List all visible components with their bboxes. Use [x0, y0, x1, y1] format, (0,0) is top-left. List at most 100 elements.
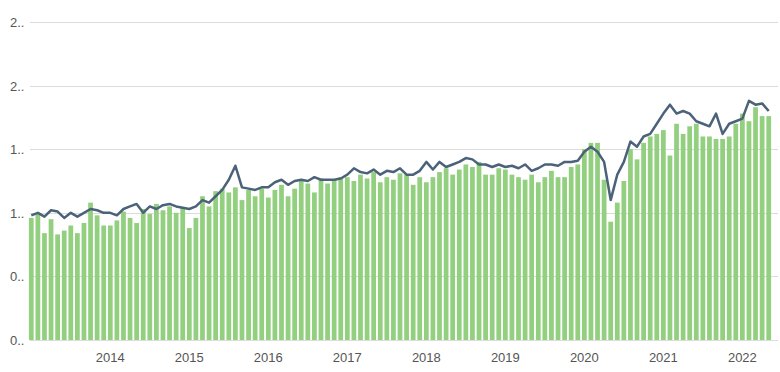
bar	[740, 114, 745, 340]
x-tick-label: 2020	[570, 350, 599, 365]
bar	[674, 124, 679, 340]
bar	[332, 180, 337, 340]
bar	[714, 139, 719, 340]
bar	[648, 136, 653, 340]
bar	[753, 107, 758, 340]
bar	[516, 177, 521, 340]
bar	[398, 173, 403, 340]
bar	[404, 175, 409, 340]
bar	[424, 182, 429, 340]
y-tick-label: 0..	[10, 269, 24, 284]
bar	[417, 177, 422, 340]
y-tick-label: 2..	[10, 15, 24, 30]
bar	[490, 175, 495, 340]
bar	[681, 134, 686, 340]
bar	[207, 206, 212, 340]
bar	[95, 215, 100, 340]
bar	[352, 181, 357, 340]
bar	[42, 233, 47, 340]
bar	[266, 198, 271, 340]
bar	[154, 204, 159, 340]
bar	[536, 182, 541, 340]
bar	[608, 222, 613, 340]
bar	[496, 168, 501, 340]
grid-line	[30, 22, 778, 23]
y-tick-label: 2..	[10, 79, 24, 94]
bar	[147, 214, 152, 340]
bar	[305, 184, 310, 340]
bar	[707, 136, 712, 340]
bar	[720, 139, 725, 340]
grid-line	[30, 340, 778, 341]
grid-line	[30, 149, 778, 150]
x-tick-label: 2018	[412, 350, 441, 365]
bar	[36, 214, 41, 340]
bar	[75, 233, 80, 340]
bar	[503, 170, 508, 340]
bar	[233, 187, 238, 340]
bar	[220, 189, 225, 340]
bar	[733, 124, 738, 340]
y-tick-label: 1..	[10, 142, 24, 157]
bar	[411, 185, 416, 340]
bar	[477, 162, 482, 340]
bar	[286, 196, 291, 340]
bar	[358, 175, 363, 340]
bar	[62, 231, 67, 340]
bar	[299, 181, 304, 340]
bar	[259, 189, 264, 340]
chart: 0..0..1..1..2..2..2014201520162017201820…	[0, 0, 780, 372]
bar	[542, 177, 547, 340]
bar	[101, 226, 106, 340]
bar	[668, 156, 673, 340]
bar	[766, 116, 771, 340]
bar	[602, 180, 607, 340]
y-tick-label: 0..	[10, 333, 24, 348]
bar	[556, 177, 561, 340]
marks	[29, 101, 771, 340]
bar	[174, 213, 179, 340]
x-tick-label: 2014	[96, 350, 125, 365]
bar	[68, 226, 73, 340]
bar	[391, 180, 396, 340]
bar	[437, 172, 442, 340]
bar	[727, 136, 732, 340]
grid-line	[30, 86, 778, 87]
bar	[562, 177, 567, 340]
bar	[134, 223, 139, 340]
y-tick-label: 1..	[10, 206, 24, 221]
bar	[450, 175, 455, 340]
bar	[279, 185, 284, 340]
bar	[457, 170, 462, 340]
bar	[194, 218, 199, 340]
x-tick-label: 2019	[491, 350, 520, 365]
bar	[213, 191, 218, 340]
bar	[246, 190, 251, 340]
bar	[365, 178, 370, 340]
axis-line	[30, 340, 778, 341]
bar	[345, 177, 350, 340]
bar	[253, 196, 258, 340]
bar	[569, 167, 574, 340]
bar	[312, 192, 317, 340]
bar	[549, 171, 554, 340]
bar	[595, 143, 600, 340]
bar	[575, 164, 580, 340]
bar	[470, 167, 475, 340]
bar	[687, 126, 692, 340]
bar	[180, 208, 185, 340]
bar	[523, 180, 528, 340]
bar	[694, 124, 699, 340]
bar	[88, 203, 93, 340]
bar	[463, 164, 468, 340]
bar	[747, 121, 752, 340]
line	[31, 101, 768, 218]
x-tick-label: 2016	[254, 350, 283, 365]
bar	[240, 200, 245, 340]
bar	[319, 178, 324, 340]
bar	[384, 177, 389, 340]
bar	[615, 203, 620, 340]
bar	[141, 209, 146, 340]
bar	[115, 220, 120, 340]
bar	[292, 189, 297, 340]
